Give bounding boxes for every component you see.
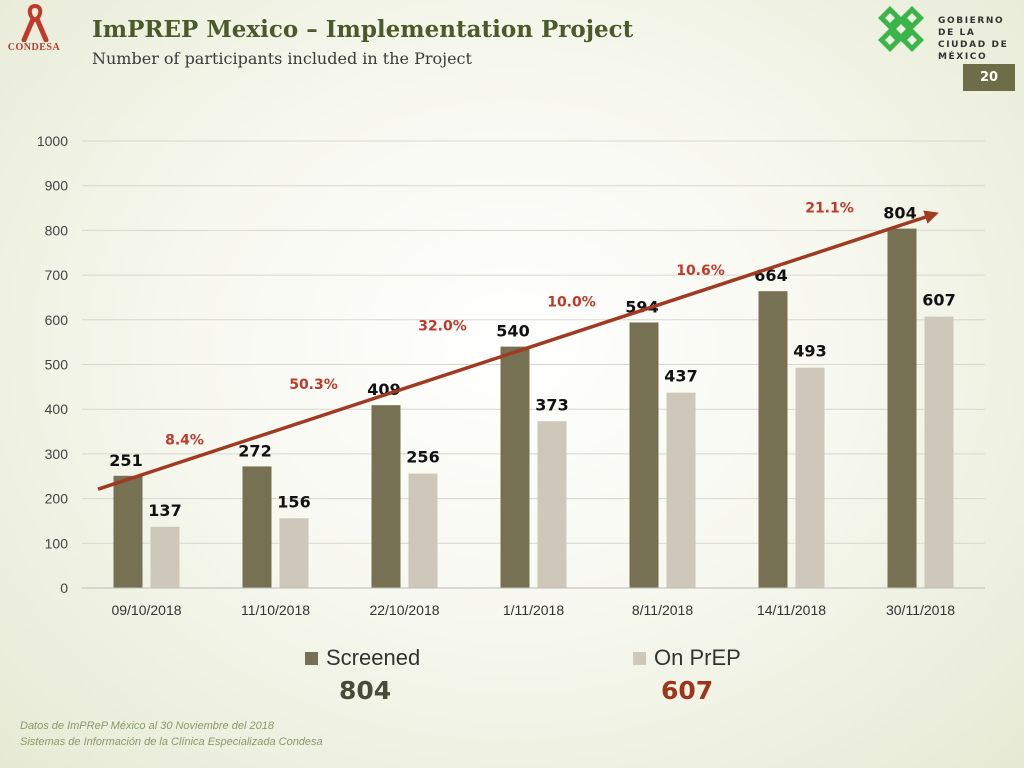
red-ribbon-icon — [21, 3, 49, 42]
bar-screened — [371, 405, 401, 588]
trend-arrow — [97, 210, 939, 491]
growth-label: 50.3% — [289, 377, 338, 393]
data-label-on-prep: 607 — [922, 291, 955, 310]
growth-label: 32.0% — [418, 319, 467, 335]
bar-on-prep — [924, 316, 954, 588]
footer-line-2: Sistemas de Información de la Clínica Es… — [20, 736, 323, 748]
cdmx-logo-text: GOBIERNO DE LA CIUDAD DE MÉXICO — [938, 15, 1024, 63]
bar-screened — [629, 322, 659, 588]
y-tick-label: 0 — [60, 580, 68, 596]
legend-item-on-prep: On PrEP — [633, 645, 741, 671]
cdmx-emblem-icon — [878, 6, 924, 52]
legend-label-screened: Screened — [326, 645, 421, 670]
growth-label: 8.4% — [165, 432, 204, 448]
cdmx-logo-line2: CIUDAD DE MÉXICO — [938, 40, 1009, 62]
data-label-screened: 804 — [883, 204, 916, 223]
data-label-screened: 272 — [238, 441, 271, 460]
x-tick-label: 30/11/2018 — [886, 602, 955, 618]
data-label-on-prep: 493 — [793, 342, 826, 361]
screened-total: 804 — [339, 676, 392, 705]
y-tick-label: 900 — [45, 178, 69, 194]
y-tick-label: 200 — [45, 491, 69, 507]
cdmx-logo: GOBIERNO DE LA CIUDAD DE MÉXICO — [876, 4, 1024, 62]
data-label-screened: 409 — [367, 380, 400, 399]
y-tick-label: 300 — [45, 446, 69, 462]
legend-item-screened: Screened — [305, 645, 420, 671]
y-tick-label: 100 — [45, 535, 69, 551]
y-tick-label: 700 — [45, 267, 69, 283]
footer-source: Datos de ImPReP México al 30 Noviembre d… — [20, 718, 323, 750]
x-tick-label: 09/10/2018 — [111, 602, 181, 618]
data-label-screened: 251 — [109, 451, 142, 470]
bar-on-prep — [150, 526, 180, 588]
bar-screened — [500, 346, 530, 588]
bar-screened — [242, 466, 272, 588]
legend-label-on-prep: On PrEP — [654, 645, 741, 670]
participants-bar-chart: 0 100 200 300 400 500 600 700 800 900 1000 251 137 09… — [37, 133, 985, 618]
page-number-badge: 20 — [963, 64, 1015, 91]
bar-on-prep — [666, 392, 696, 588]
data-label-on-prep: 137 — [148, 501, 181, 520]
data-label-screened: 540 — [496, 322, 529, 341]
y-tick-label: 1000 — [37, 133, 68, 149]
bar-screened — [758, 291, 788, 588]
cdmx-logo-line1: GOBIERNO DE LA — [938, 16, 1005, 38]
footer-line-1: Datos de ImPReP México al 30 Noviembre d… — [20, 720, 274, 732]
growth-label: 10.6% — [676, 263, 725, 279]
bar-screened — [113, 475, 143, 588]
bar-screened — [887, 228, 917, 588]
x-tick-label: 8/11/2018 — [632, 602, 693, 618]
condesa-logo: CONDESA — [4, 2, 64, 60]
data-label-on-prep: 437 — [664, 367, 697, 386]
data-label-on-prep: 156 — [277, 492, 310, 511]
on-prep-total: 607 — [661, 676, 714, 705]
data-label-on-prep: 373 — [535, 395, 568, 414]
x-tick-label: 1/11/2018 — [503, 602, 564, 618]
y-tick-label: 800 — [45, 222, 69, 238]
growth-label: 10.0% — [547, 294, 596, 310]
data-label-on-prep: 256 — [406, 448, 439, 467]
x-tick-label: 11/10/2018 — [241, 602, 310, 618]
y-tick-label: 500 — [45, 357, 69, 373]
legend-swatch-on-prep — [633, 651, 646, 665]
legend-swatch-screened — [305, 651, 318, 665]
bar-on-prep — [537, 421, 567, 588]
page-subtitle: Number of participants included in the P… — [92, 49, 472, 68]
y-tick-label: 600 — [45, 312, 69, 328]
growth-label: 21.1% — [805, 201, 854, 217]
bar-on-prep — [279, 518, 309, 588]
x-tick-label: 22/10/2018 — [369, 602, 439, 618]
y-tick-label: 400 — [45, 401, 69, 417]
bar-on-prep — [408, 473, 438, 588]
condesa-logo-text: CONDESA — [7, 42, 61, 53]
x-tick-label: 14/11/2018 — [757, 602, 826, 618]
page-title: ImPREP Mexico – Implementation Project — [92, 16, 634, 43]
bar-on-prep — [795, 367, 825, 588]
